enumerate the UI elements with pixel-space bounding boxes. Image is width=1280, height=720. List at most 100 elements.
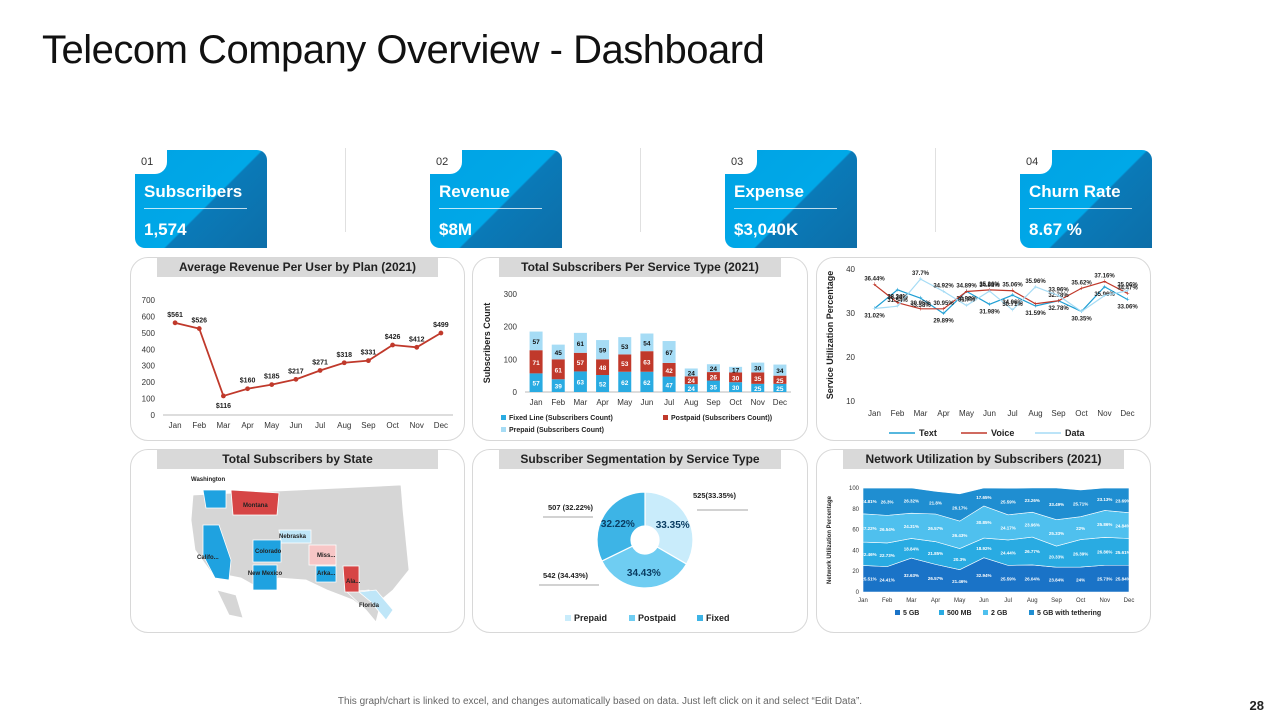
bar-segment — [551, 359, 565, 380]
bar-data-label: 61 — [577, 341, 585, 348]
callout-label: 525(33.35%) — [693, 491, 736, 500]
area-data-label: 21.8% — [929, 501, 942, 506]
series-marker: + — [1102, 278, 1106, 285]
x-tick-label: Nov — [1099, 598, 1110, 604]
y-tick-label: 200 — [142, 378, 156, 387]
data-label: 32.34% — [887, 295, 908, 301]
bar-segment — [706, 372, 720, 381]
series-marker: + — [1056, 293, 1060, 300]
series-marker: + — [941, 310, 945, 317]
x-tick-label: Jun — [640, 398, 653, 407]
x-tick-label: Nov — [410, 421, 424, 430]
bar-segment — [729, 366, 743, 373]
y-tick-label: 400 — [142, 345, 156, 354]
footnote: This graph/chart is linked to excel, and… — [337, 696, 863, 707]
x-tick-label: Jan — [530, 398, 543, 407]
data-label: 33.06% — [1117, 305, 1138, 311]
data-label: $217 — [288, 368, 304, 375]
legend-swatch — [697, 615, 703, 621]
data-point — [293, 376, 299, 382]
bar-segment — [662, 341, 676, 363]
x-tick-label: Aug — [684, 398, 698, 407]
pie-slice — [601, 545, 688, 589]
data-label: 31.54% — [887, 298, 908, 304]
area-data-label: 32.63% — [904, 573, 919, 578]
kpi-separator — [439, 208, 542, 209]
area-data-label: 24.17% — [1000, 525, 1015, 530]
state-missouri — [308, 544, 337, 566]
series-marker: + — [1033, 301, 1037, 308]
map-state-label: Montana — [243, 503, 268, 509]
x-tick-label: Feb — [891, 409, 905, 418]
data-label: 30.95% — [933, 301, 954, 307]
legend-label: Text — [919, 428, 937, 438]
area-data-label: 25.61% — [1115, 550, 1130, 555]
legend-label: Voice — [991, 428, 1014, 438]
x-tick-label: Oct — [1076, 598, 1086, 604]
area-data-label: 26.43% — [952, 533, 967, 538]
service-utilization-panel: 10 20 30 40 Service Utilization Percentage Ja… — [816, 257, 1151, 441]
kpi-label: Churn Rate — [1029, 182, 1121, 201]
x-tick-label: Mar — [574, 398, 588, 407]
bar-data-label: 54 — [643, 340, 651, 347]
legend-label: Data — [1065, 428, 1086, 438]
map-state-label: Arka... — [317, 571, 336, 577]
y-tick-label: 300 — [142, 362, 156, 371]
data-label: 30.71% — [1002, 302, 1023, 308]
series-marker: + — [1033, 303, 1037, 310]
bar-data-label: 24 — [688, 370, 696, 377]
bar-data-label: 57 — [577, 360, 585, 367]
legend-swatch — [983, 610, 988, 615]
data-label: $160 — [240, 378, 256, 385]
x-tick-label: Jan — [858, 598, 868, 604]
x-tick-label: Aug — [1028, 409, 1042, 418]
x-tick-label: Dec — [1120, 409, 1134, 418]
bar-data-label: 35 — [754, 376, 762, 383]
data-label: 29.89% — [933, 318, 954, 324]
bar-data-label: 63 — [577, 380, 585, 387]
bar-segment — [662, 376, 676, 392]
data-label: 34.89% — [956, 283, 977, 289]
legend-swatch — [939, 610, 944, 615]
y-tick-label: 0 — [513, 388, 518, 397]
x-tick-label: Feb — [882, 598, 893, 604]
area-data-label: 25.59% — [1000, 577, 1015, 582]
data-label: 35.06% — [1117, 283, 1138, 289]
x-tick-label: Nov — [751, 398, 765, 407]
x-tick-label: Aug — [337, 421, 351, 430]
area-data-label: 25.73% — [1097, 577, 1112, 582]
data-point — [414, 344, 420, 350]
y-tick-label: 100 — [504, 355, 518, 364]
data-point — [317, 368, 323, 373]
bar-data-label: 71 — [532, 360, 540, 367]
y-tick-label: 20 — [852, 569, 859, 575]
bar-data-label: 26 — [710, 374, 718, 381]
x-tick-label: Feb — [551, 398, 565, 407]
bar-data-label: 47 — [665, 382, 673, 389]
area-data-label: 23.26% — [1025, 498, 1040, 503]
map-state-label: Florida — [359, 603, 380, 609]
x-tick-label: Jan — [169, 421, 182, 430]
legend-label: Fixed Line (Subscribers Count) — [509, 415, 613, 422]
x-tick-label: Dec — [434, 421, 448, 430]
bar-data-label: 48 — [599, 365, 607, 372]
area-data-label: 26.3% — [881, 500, 894, 505]
data-label: 33.38% — [910, 303, 931, 309]
x-tick-label: May — [617, 398, 632, 407]
y-tick-label: 60 — [852, 528, 859, 534]
series-marker: + — [918, 306, 922, 313]
series-marker: + — [895, 303, 899, 310]
bar-segment — [596, 340, 610, 360]
area-data-label: 26.86% — [1097, 549, 1112, 554]
legend-swatch — [501, 427, 506, 432]
area-data-label: 24.81% — [861, 499, 876, 504]
bar-segment — [573, 371, 587, 392]
bar-data-label: 62 — [621, 380, 629, 387]
segmentation-title: Subscriber Segmentation by Service Type — [499, 450, 781, 469]
y-axis-title: Subscribers Count — [482, 303, 492, 384]
data-point — [221, 393, 226, 399]
area-data-label: 26.57% — [928, 526, 943, 531]
data-point — [172, 320, 178, 326]
legend-label: 500 MB — [947, 610, 972, 617]
area-data-label: 25.86% — [1097, 522, 1112, 527]
